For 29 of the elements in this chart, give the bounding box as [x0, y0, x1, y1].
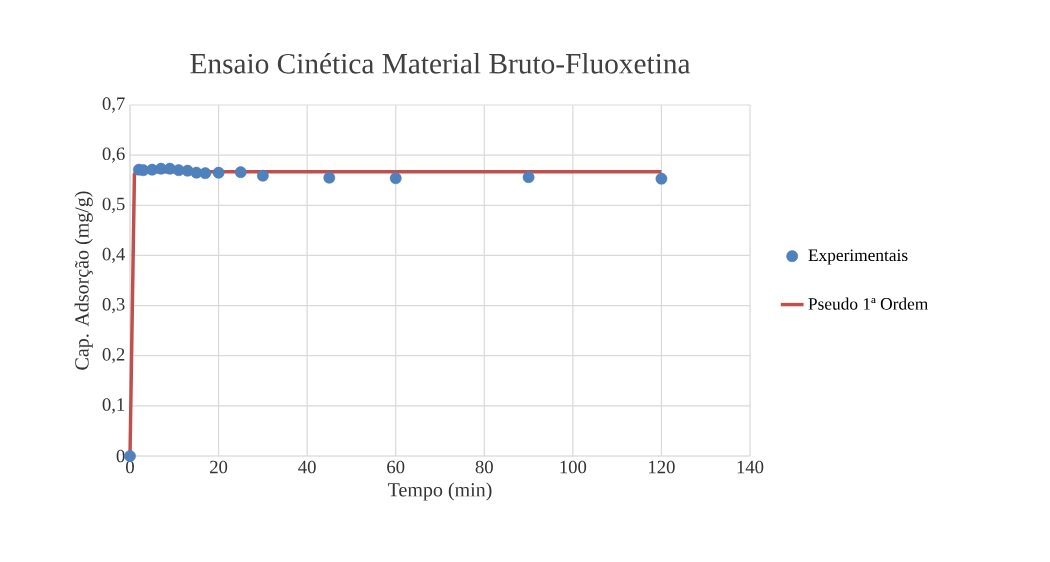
y-tick-label: 0,7 [102, 97, 125, 113]
legend-label: Pseudo 1ª Ordem [808, 297, 929, 310]
x-tick-label: 20 [210, 460, 228, 474]
legend-label: Experimentais [808, 249, 908, 265]
point [655, 172, 668, 185]
y-axis-title: Cap. Adsorção (mg/g) [74, 191, 93, 370]
x-tick-label: 120 [649, 460, 675, 474]
x-tick-label: 80 [475, 460, 493, 474]
y-tick-label: 0,5 [102, 197, 125, 213]
x-tick-label: 100 [560, 460, 587, 474]
y-tick-label: 0,3 [102, 297, 125, 314]
y-tick-label: 0,2 [102, 348, 125, 364]
x-tick-label: 60 [387, 460, 405, 474]
x-axis-title: Tempo (min) [388, 482, 492, 501]
y-tick-label: 0,1 [102, 398, 125, 414]
point [389, 172, 402, 185]
point [323, 171, 336, 184]
y-tick-label: 0 [116, 449, 125, 463]
point [199, 167, 212, 180]
point [234, 166, 247, 179]
x-tick-label: 0 [126, 460, 134, 474]
point [522, 171, 535, 184]
point [212, 166, 225, 179]
x-tick-label: 140 [737, 460, 764, 474]
x-tick-label: 40 [298, 460, 316, 474]
y-tick-label: 0,4 [102, 247, 126, 264]
chart-title: Ensaio Cinética Material Bruto-Fluoxetina [190, 52, 691, 74]
y-tick-label: 0,6 [102, 147, 125, 163]
point [256, 169, 269, 182]
